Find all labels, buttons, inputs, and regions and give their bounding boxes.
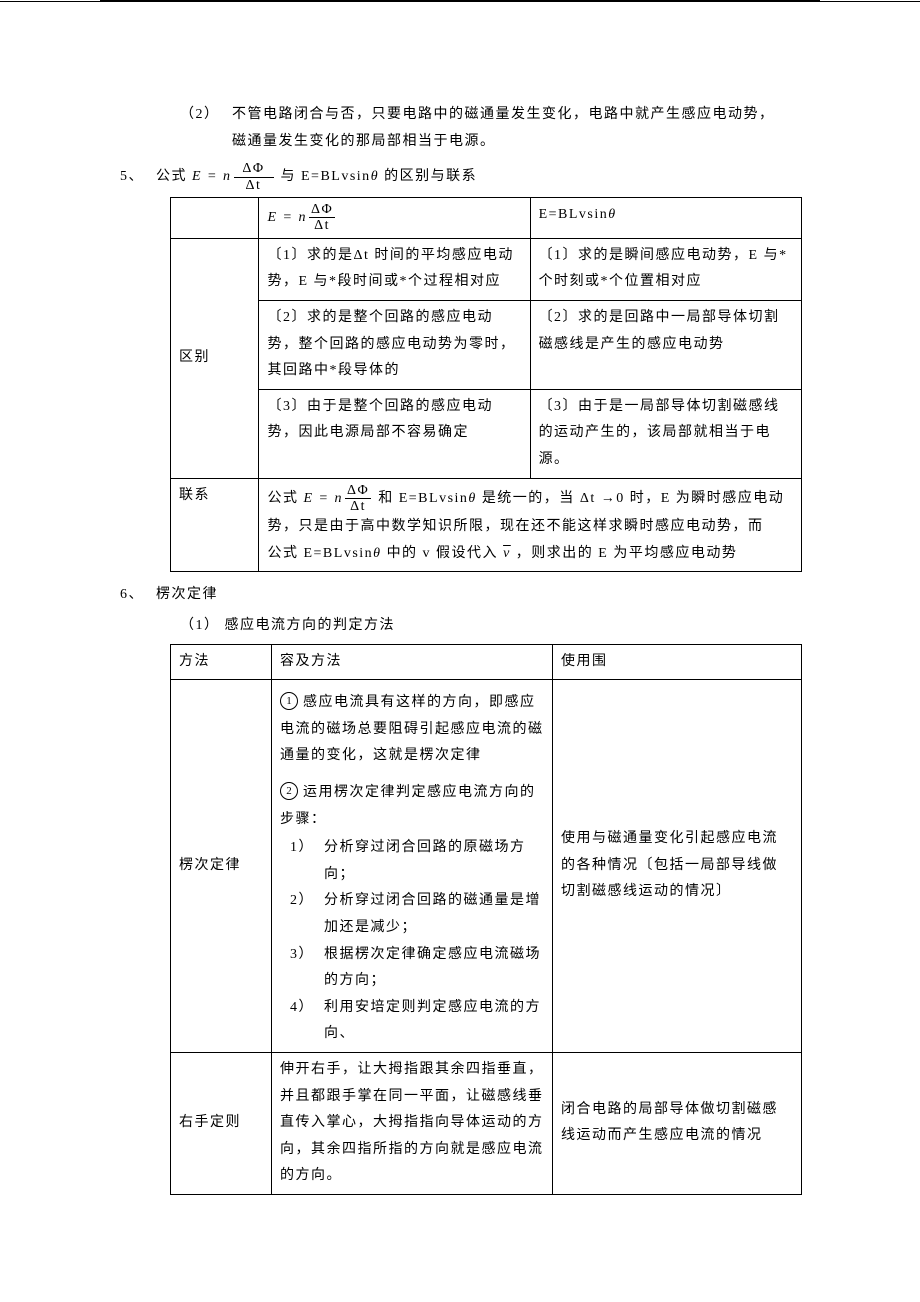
item-2-line-1: 不管电路闭合与否，只要电路中的磁通量发生变化，电路中就产生感应电动势， — [232, 102, 820, 129]
t1-diff-label: 区别 — [171, 238, 259, 478]
theta-icon: θ — [373, 546, 381, 561]
theta-icon: θ — [371, 169, 379, 184]
t1-link-1d: Δt — [580, 491, 596, 506]
t2-r1c1: 楞次定律 — [171, 680, 272, 1053]
method-table: 方法 容及方法 使用围 楞次定律 1 感应电流具有这样的方向，即感应电流的磁场总… — [170, 644, 802, 1195]
item-6: 6、楞次定律 — [120, 582, 820, 609]
t1-link-2: 势，只是由于高中数学知识所限，现在还不能这样求瞬时感应电动势，而 — [267, 514, 793, 541]
t1-link-3c: ，则求出的 E 为平均感应电动势 — [516, 546, 738, 561]
frac-bot: Δt — [309, 218, 335, 233]
t2-step-3-n: 3） — [290, 942, 324, 995]
t1-link-3a: 公式 E=BLvsin — [267, 546, 373, 561]
item-5-eq-lhs: E = n — [192, 169, 232, 184]
frac-top: ΔΦ — [345, 483, 371, 499]
item-5: 5、公式 E = n ΔΦ Δt 与 E=BLvsinθ 的区别与联系 — [120, 161, 820, 193]
frac-top: ΔΦ — [309, 202, 335, 218]
item-6-num: 6、 — [120, 582, 156, 609]
t2-r2c1: 右手定则 — [171, 1052, 272, 1194]
t2-step-4: 4） 利用安培定则判定感应电流的方向、 — [290, 995, 544, 1048]
t1-h1-blank — [171, 197, 259, 238]
item-5-num: 5、 — [120, 164, 156, 191]
t1-link-cell: 公式 E = n ΔΦ Δt 和 E=BLvsinθ 是统一的，当 Δt →0 … — [259, 478, 802, 572]
t2-step-3-t: 根据楞次定律确定感应电流磁场的方向； — [324, 942, 544, 995]
item-5-mid: 与 E=BLvsin — [281, 169, 371, 184]
t1-h2-eq: E = n — [267, 210, 307, 225]
item-6-sub-1-num: （1） — [180, 618, 220, 633]
item-5-prefix: 公式 — [156, 169, 187, 184]
t2-step-2: 2） 分析穿过闭合回路的磁通量是增加还是减少； — [290, 888, 544, 941]
item-6-sub-1-title: 感应电流方向的判定方法 — [225, 618, 396, 633]
frac-bot: Δt — [234, 178, 274, 193]
circled-1-icon: 1 — [280, 692, 298, 710]
t1-r1c3: 〔1〕求的是瞬间感应电动势，E 与*个时刻或*个位置相对应 — [530, 238, 801, 300]
t2-step-2-t: 分析穿过闭合回路的磁通量是增加还是减少； — [324, 888, 544, 941]
t2-h3: 使用围 — [553, 644, 802, 680]
t2-r1c3: 使用与磁通量变化引起感应电流的各种情况〔包括一局部导线做切割磁感线运动的情况〕 — [553, 680, 802, 1053]
t2-step-4-n: 4） — [290, 995, 324, 1048]
t1-h2-frac: ΔΦ Δt — [309, 202, 335, 234]
t2-step-2-n: 2） — [290, 888, 324, 941]
t1-h3-eq: E=BLvsin — [539, 207, 609, 222]
item-2: （2） 不管电路闭合与否，只要电路中的磁通量发生变化，电路中就产生感应电动势， … — [120, 102, 820, 155]
item-5-tail: 的区别与联系 — [384, 169, 477, 184]
item-2-line-2: 磁通量发生变化的那局部相当于电源。 — [232, 129, 820, 156]
t2-step-3: 3） 根据楞次定律确定感应电流磁场的方向； — [290, 942, 544, 995]
t1-h3: E=BLvsinθ — [530, 197, 801, 238]
circled-2-icon: 2 — [280, 782, 298, 800]
t1-r2c3: 〔2〕求的是回路中一局部导体切割磁感线是产生的感应电动势 — [530, 300, 801, 389]
t2-r2c2: 伸开右手，让大拇指跟其余四指垂直，并且都跟手掌在同一平面，让磁感线垂直传入掌心，… — [272, 1052, 553, 1194]
t1-link-3b: 中的 v 假设代入 — [387, 546, 499, 561]
t1-link-1b: 和 E=BLvsin — [378, 491, 468, 506]
t1-r3c3: 〔3〕由于是一局部导体切割磁感线的运动产生的，该局部就相当于电源。 — [530, 389, 801, 478]
t1-link-1a: 公式 — [267, 491, 298, 506]
t2-step-4-t: 利用安培定则判定感应电流的方向、 — [324, 995, 544, 1048]
item-6-sub-1: （1） 感应电流方向的判定方法 — [120, 613, 820, 640]
frac-top: ΔΦ — [234, 161, 274, 177]
t1-r3c2: 〔3〕由于是整个回路的感应电动势，因此电源局部不容易确定 — [259, 389, 530, 478]
t1-link-1c: 是统一的，当 — [482, 491, 575, 506]
comparison-table: E = n ΔΦ Δt E=BLvsinθ 区别 〔1〕求的是Δt 时间的平均感… — [170, 197, 802, 573]
t2-step-1: 1） 分析穿过闭合回路的原磁场方向； — [290, 835, 544, 888]
t2-h2: 容及方法 — [272, 644, 553, 680]
t1-link-eq: E = n — [303, 491, 343, 506]
item-6-title: 楞次定律 — [156, 587, 218, 602]
v-bar-icon: v — [503, 546, 511, 561]
t2-r2c3: 闭合电路的局部导体做切割磁感线运动而产生感应电流的情况 — [553, 1052, 802, 1194]
item-2-num: （2） — [180, 102, 232, 155]
t2-step-1-n: 1） — [290, 835, 324, 888]
t2-step-1-t: 分析穿过闭合回路的原磁场方向； — [324, 835, 544, 888]
t2-r1c2: 1 感应电流具有这样的方向，即感应电流的磁场总要阻碍引起感应电流的磁通量的变化，… — [272, 680, 553, 1053]
t1-r1c2: 〔1〕求的是Δt 时间的平均感应电动势，E 与*段时间或*个过程相对应 — [259, 238, 530, 300]
page-body: （2） 不管电路闭合与否，只要电路中的磁通量发生变化，电路中就产生感应电动势， … — [0, 1, 920, 1265]
t1-r2c2: 〔2〕求的是整个回路的感应电动势，整个回路的感应电动势为零时，其回路中*段导体的 — [259, 300, 530, 389]
theta-icon: θ — [468, 491, 476, 506]
t1-link-label: 联系 — [171, 478, 259, 572]
t1-link-1e: →0 时，E 为瞬时感应电动 — [601, 491, 785, 506]
t1-h2: E = n ΔΦ Δt — [259, 197, 530, 238]
t2-r1c2-p2: 运用楞次定律判定感应电流方向的步骤： — [280, 785, 536, 827]
item-5-frac: ΔΦ Δt — [234, 161, 274, 193]
frac-bot: Δt — [345, 499, 371, 514]
t2-r1c2-p1: 感应电流具有这样的方向，即感应电流的磁场总要阻碍引起感应电流的磁通量的变化，这就… — [280, 695, 544, 763]
t1-link-frac: ΔΦ Δt — [345, 483, 371, 515]
t2-h1: 方法 — [171, 644, 272, 680]
theta-icon: θ — [608, 207, 616, 222]
